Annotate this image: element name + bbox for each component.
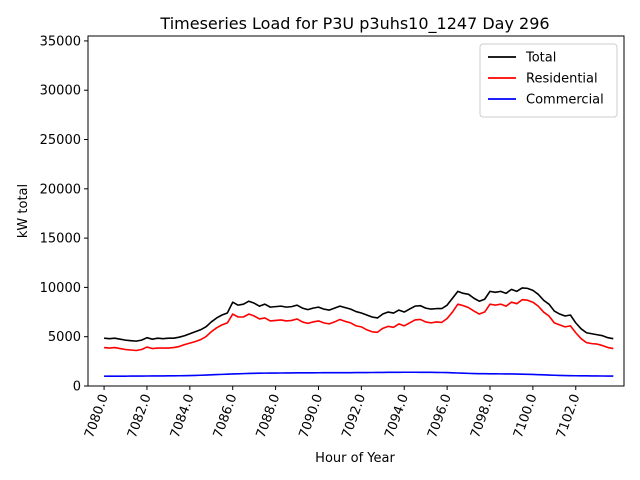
legend-label-commercial: Commercial	[526, 93, 604, 108]
legend-label-total: Total	[525, 51, 556, 66]
y-tick-label: 0	[73, 380, 81, 395]
legend: Total Residential Commercial	[479, 43, 618, 118]
series-line-commercial	[104, 371, 614, 377]
y-tick-label: 30000	[40, 84, 81, 99]
y-axis: 0 5000 10000 15000 20000 25000 30000 35000	[40, 34, 88, 395]
plot-frame	[87, 35, 625, 387]
series-layer	[104, 287, 614, 377]
series-line-total	[104, 287, 614, 342]
y-axis-label: kW total	[16, 184, 31, 238]
chart-title: Timeseries Load for P3U p3uhs10_1247 Day…	[159, 14, 549, 34]
y-tick-label: 10000	[40, 281, 81, 296]
y-tick-label: 5000	[48, 330, 81, 345]
y-tick-label: 25000	[40, 133, 81, 148]
y-tick-label: 20000	[40, 182, 81, 197]
x-axis-label: Hour of Year	[315, 451, 395, 466]
y-tick-label: 15000	[40, 232, 81, 247]
legend-label-residential: Residential	[526, 72, 598, 87]
series-line-residential	[104, 298, 614, 352]
y-tick-label: 35000	[40, 34, 81, 49]
